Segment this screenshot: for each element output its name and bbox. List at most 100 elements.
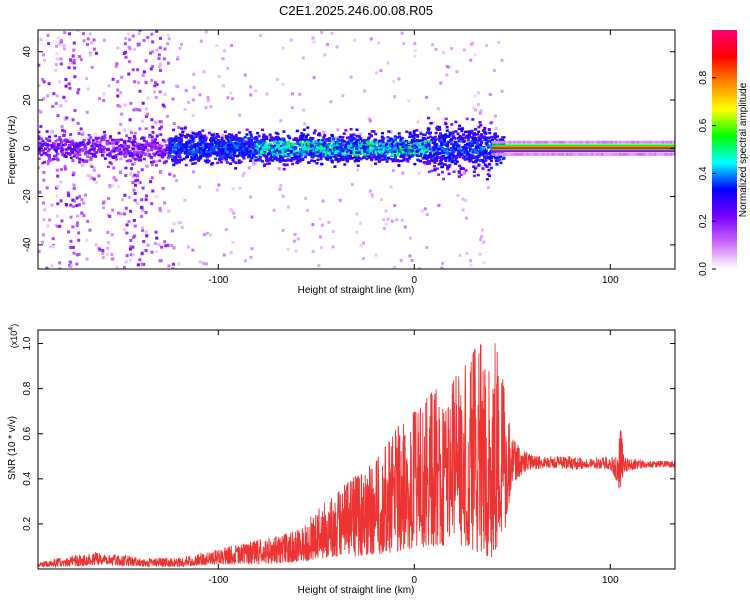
spec-cell xyxy=(54,154,58,158)
spec-cell xyxy=(367,150,371,153)
spec-cell xyxy=(265,137,269,141)
spec-cell xyxy=(650,140,653,144)
spec-cell xyxy=(382,154,386,158)
spec-cell xyxy=(72,251,76,255)
spec-cell xyxy=(230,44,234,48)
spec-cell xyxy=(570,148,573,151)
spec-cell xyxy=(550,147,553,150)
spec-cell xyxy=(593,150,596,153)
spec-cell xyxy=(632,146,635,148)
spec-cell xyxy=(133,158,137,161)
spec-cell xyxy=(167,264,171,268)
spec-cell xyxy=(76,221,80,225)
spec-cell xyxy=(415,129,419,132)
spec-cell xyxy=(419,132,423,135)
spec-cell xyxy=(424,140,428,143)
spec-cell xyxy=(106,165,110,169)
spec-cell xyxy=(412,131,416,135)
spec-cell xyxy=(648,148,651,151)
spec-cell xyxy=(444,133,448,136)
spec-cell xyxy=(303,148,307,152)
spec-cell xyxy=(581,152,584,156)
spec-cell xyxy=(319,155,323,159)
spec-cell xyxy=(496,135,500,138)
spec-cell xyxy=(245,133,249,136)
spec-cell xyxy=(236,145,240,148)
spec-cell xyxy=(666,152,669,156)
spec-cell xyxy=(447,65,451,69)
spec-cell xyxy=(226,149,230,152)
spec-cell xyxy=(115,62,119,66)
spec-cell xyxy=(86,219,90,223)
spec-cell xyxy=(118,148,122,151)
spec-cell xyxy=(568,147,571,150)
spec-cell xyxy=(336,138,340,141)
spec-cell xyxy=(476,144,480,147)
spec-cell xyxy=(390,153,394,156)
spec-cell xyxy=(603,140,606,144)
spec-cell xyxy=(493,146,496,148)
spec-cell xyxy=(452,155,456,158)
spec-cell xyxy=(228,146,232,149)
spec-cell xyxy=(161,148,165,152)
spec-cell xyxy=(229,207,233,211)
spec-cell xyxy=(161,186,165,190)
spec-cell xyxy=(138,89,142,93)
spec-cell xyxy=(144,107,148,111)
spec-cell xyxy=(413,144,417,147)
spec-cell xyxy=(185,142,189,146)
spec-cell xyxy=(155,134,159,137)
spec-cell xyxy=(40,143,44,146)
spec-cell xyxy=(662,147,665,150)
spec-cell xyxy=(116,104,120,108)
spec-cell xyxy=(671,140,675,144)
spec-cell xyxy=(437,152,441,156)
spec-cell xyxy=(429,121,433,125)
spec-cell xyxy=(85,238,89,242)
spec-cell xyxy=(605,144,608,147)
spec-cell xyxy=(664,140,667,144)
spec-cell xyxy=(341,144,345,147)
spec-cell xyxy=(65,116,69,120)
spec-cell xyxy=(332,137,336,140)
spec-cell xyxy=(597,140,600,144)
spec-cell xyxy=(570,146,573,148)
spec-cell xyxy=(196,157,200,161)
spec-cell xyxy=(599,152,602,156)
spec-cell xyxy=(290,156,294,160)
spec-cell xyxy=(64,148,68,151)
spec-cell xyxy=(317,154,321,158)
spec-cell xyxy=(216,138,220,142)
spec-cell xyxy=(526,152,530,156)
spec-cell xyxy=(522,147,526,150)
spec-cell xyxy=(349,75,353,79)
spec-cell xyxy=(233,215,237,219)
spec-cell xyxy=(180,133,184,137)
spec-cell xyxy=(622,144,626,147)
spec-cell xyxy=(160,245,164,249)
spec-cell xyxy=(319,144,323,148)
spec-cell xyxy=(223,154,227,157)
spec-cell xyxy=(119,138,123,141)
spec-cell xyxy=(198,142,202,145)
spec-cell xyxy=(493,147,496,150)
spec-cell xyxy=(443,148,447,151)
spec-cell xyxy=(302,133,306,136)
spec-cell xyxy=(411,153,415,157)
spec-cell xyxy=(448,134,452,137)
spec-cell xyxy=(642,144,645,147)
spec-cell xyxy=(599,144,602,147)
spec-cell xyxy=(439,81,443,85)
spec-cell xyxy=(298,92,302,96)
spec-cell xyxy=(566,148,569,151)
spec-cell xyxy=(38,148,42,152)
spec-cell xyxy=(369,151,373,154)
spec-cell xyxy=(366,142,370,146)
spec-cell xyxy=(493,140,496,144)
spec-cell xyxy=(132,188,136,192)
spec-cell xyxy=(112,176,116,180)
spec-cell xyxy=(119,91,123,95)
spec-cell xyxy=(542,147,545,150)
spec-cell xyxy=(440,170,444,174)
spec-cell xyxy=(133,144,137,148)
